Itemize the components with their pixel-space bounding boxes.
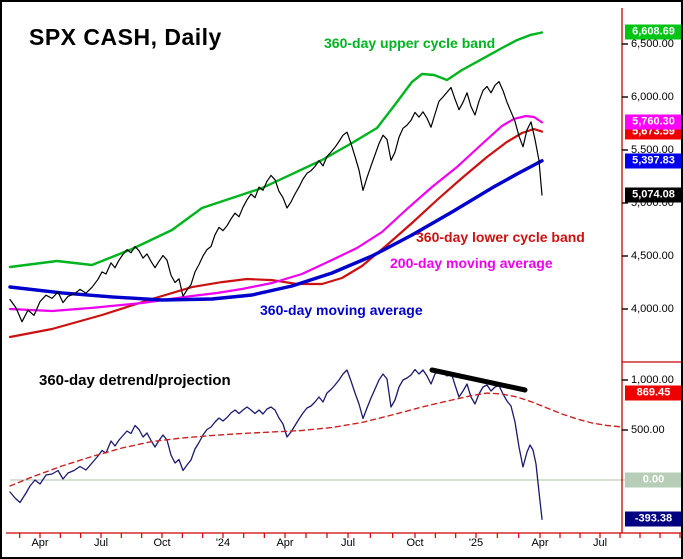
series-360-day-projection (9, 392, 623, 487)
series-360-day-moving-average (8, 159, 544, 302)
x-axis-label: '24 (215, 537, 231, 549)
x-axis-label: Oct (153, 537, 171, 549)
legend-detrend-projection: 360-day detrend/projection (39, 372, 231, 389)
value-badge: 0.00 (625, 472, 681, 488)
series-spx-close (9, 80, 543, 323)
value-badge: 6,608.69 (625, 24, 681, 40)
x-axis-label: Jul (592, 537, 608, 549)
x-axis-label: Apr (276, 537, 294, 549)
value-badge: 5,074.08 (625, 187, 681, 203)
x-axis-label: Oct (406, 537, 424, 549)
series-360-day-upper-cycle-band (8, 31, 544, 269)
series-360-day-detrend (9, 368, 543, 520)
x-axis-label: Jul (93, 537, 109, 549)
x-axis-label: '25 (468, 537, 484, 549)
y-axis-label: 1,000.00 (631, 374, 674, 386)
value-badge: 5,397.83 (625, 153, 681, 169)
y-axis-label: 500.00 (631, 424, 665, 436)
y-axis-label: 5,500.00 (631, 143, 674, 156)
y-axis-label: 4,000.00 (631, 302, 674, 315)
legend-lower-cycle-band: 360-day lower cycle band (416, 229, 585, 245)
x-axis-label: Apr (31, 537, 49, 549)
down-trendline (429, 367, 528, 393)
legend-upper-cycle-band: 360-day upper cycle band (324, 35, 496, 51)
series-200-day-moving-average (8, 114, 544, 313)
y-axis-label: 6,500.00 (631, 38, 674, 50)
value-badge: 5,760.30 (625, 114, 681, 130)
y-axis-label: 4,500.00 (631, 249, 674, 262)
legend-200-day-ma: 200-day moving average (390, 255, 553, 271)
legend-360-day-ma: 360-day moving average (260, 302, 423, 318)
value-badge: 869.45 (625, 385, 681, 401)
x-axis-label: Apr (531, 537, 549, 549)
x-axis-label: Jul (340, 537, 356, 549)
chart-title: SPX CASH, Daily (29, 24, 222, 50)
y-axis-label: 6,000.00 (631, 90, 674, 103)
series-360-day-lower-cycle-band (8, 127, 544, 339)
value-badge: -393.38 (625, 511, 681, 527)
